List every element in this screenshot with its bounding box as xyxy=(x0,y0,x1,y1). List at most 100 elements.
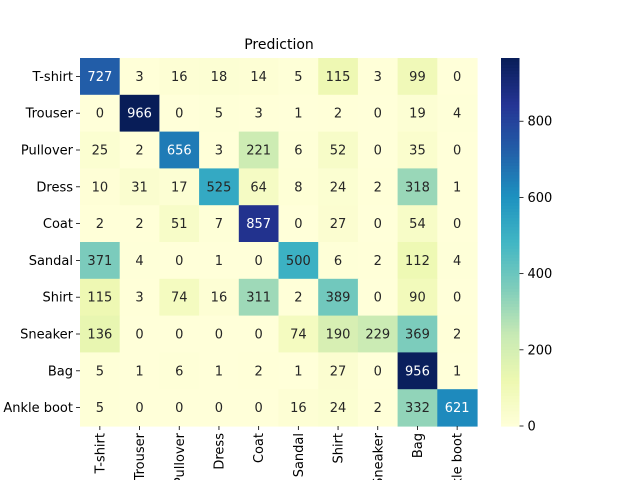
heatmap-cell xyxy=(397,315,438,353)
cell-value-label: 656 xyxy=(167,144,192,159)
heatmap-cell xyxy=(119,315,160,353)
heatmap-cell xyxy=(397,389,438,427)
cell-value-label: 112 xyxy=(405,254,430,269)
colorbar-segment xyxy=(501,392,520,396)
colorbar-segment xyxy=(501,294,520,298)
colorbar-segment xyxy=(501,383,520,387)
colorbar-segment xyxy=(501,373,520,378)
cell-value-label: 229 xyxy=(365,328,390,343)
heatmap-cell xyxy=(318,131,359,169)
colorbar-segment xyxy=(501,254,520,258)
colorbar-segment xyxy=(501,186,520,191)
heatmap-cell xyxy=(318,58,359,96)
cell-value-label: 24 xyxy=(330,401,347,416)
heatmap-cell xyxy=(318,315,359,353)
heatmap-cell xyxy=(119,58,160,96)
cell-value-label: 0 xyxy=(255,328,263,343)
colorbar-segment xyxy=(501,97,520,102)
colorbar-segment xyxy=(501,143,520,148)
heatmap-cell xyxy=(437,131,478,169)
cell-value-label: 25 xyxy=(92,144,109,159)
colorbar-segment xyxy=(501,367,520,372)
column-label: Dress xyxy=(212,433,227,470)
heatmap-cell xyxy=(119,352,160,390)
cell-value-label: 3 xyxy=(215,144,223,159)
cell-value-label: 18 xyxy=(211,70,228,85)
cell-value-label: 3 xyxy=(374,70,382,85)
cell-value-label: 0 xyxy=(215,401,223,416)
heatmap-cell xyxy=(238,389,280,427)
heatmap-cell xyxy=(278,58,319,96)
row-labels: T-shirt Trouser Pullover Dress Coat Sandal Shi… xyxy=(3,70,80,416)
heatmap-cell xyxy=(397,242,438,280)
colorbar-segment xyxy=(501,208,520,212)
row-label: Coat xyxy=(43,217,73,232)
colorbar-segment xyxy=(501,419,520,424)
cell-value-label: 190 xyxy=(326,328,351,343)
colorbar-segment xyxy=(501,107,520,111)
column-label: Shirt xyxy=(332,433,347,464)
cell-value-label: 0 xyxy=(453,291,461,306)
heatmap-cell xyxy=(119,94,160,133)
cell-value-label: 0 xyxy=(374,217,382,232)
heatmap-cell xyxy=(199,315,240,353)
colorbar-segment xyxy=(501,134,520,139)
heatmap-cell xyxy=(437,242,478,280)
heatmap-cell xyxy=(437,58,478,96)
colorbar-segment xyxy=(501,113,520,117)
cell-value-label: 1 xyxy=(215,364,223,379)
heatmap-cell xyxy=(357,389,399,427)
cell-value-label: 0 xyxy=(374,107,382,122)
colorbar-segment xyxy=(501,266,520,271)
heatmap-cell xyxy=(159,168,200,206)
cell-value-label: 14 xyxy=(250,70,267,85)
heatmap-cell xyxy=(318,352,359,390)
chart-title: Prediction xyxy=(244,37,314,53)
heatmap-cell xyxy=(397,94,438,133)
colorbar-segment xyxy=(501,404,520,409)
cell-value-label: 966 xyxy=(127,107,152,122)
heatmap-cell xyxy=(357,242,399,280)
row-label: T-shirt xyxy=(31,70,73,85)
heatmap-cell xyxy=(437,278,478,317)
cell-value-label: 371 xyxy=(87,254,112,269)
heatmap-cell xyxy=(199,389,240,427)
colorbar-segment xyxy=(501,288,520,292)
colorbar-segment xyxy=(501,361,520,366)
heatmap-cell xyxy=(397,205,438,243)
colorbar-segment xyxy=(501,355,520,360)
cell-value-label: 99 xyxy=(409,70,426,85)
column-label: Ankle boot xyxy=(451,433,466,480)
colorbar-segment xyxy=(501,324,520,329)
cell-value-label: 6 xyxy=(175,364,183,379)
cell-value-label: 0 xyxy=(175,328,183,343)
colorbar-segment xyxy=(501,306,520,311)
cell-value-label: 51 xyxy=(171,217,188,232)
cell-value-label: 17 xyxy=(171,180,188,195)
cell-value-label: 2 xyxy=(374,401,382,416)
cell-value-label: 31 xyxy=(131,180,148,195)
cell-value-label: 74 xyxy=(171,291,188,306)
heatmap: 727 3 16 18 14 5 115 3 99 00 966 0 5 3 1 2 0 19 425 2 656 3 22… xyxy=(80,58,478,427)
cell-value-label: 10 xyxy=(92,180,109,195)
heatmap-cell xyxy=(278,94,319,133)
colorbar-segment xyxy=(501,94,520,99)
cell-value-label: 318 xyxy=(405,180,430,195)
cell-value-label: 369 xyxy=(405,328,430,343)
colorbar-segment xyxy=(501,284,520,289)
cell-value-label: 525 xyxy=(207,180,232,195)
colorbar-segment xyxy=(501,263,520,268)
heatmap-cell xyxy=(318,389,359,427)
cell-value-label: 2 xyxy=(255,364,263,379)
heatmap-cell xyxy=(278,389,319,427)
heatmap-cell xyxy=(318,205,359,243)
colorbar-segment xyxy=(501,58,520,62)
colorbar-segment xyxy=(501,376,520,381)
colorbar-segment xyxy=(501,205,520,209)
heatmap-cell xyxy=(159,352,200,390)
heatmap-cell xyxy=(238,242,280,280)
colorbar-segment xyxy=(501,70,520,74)
cell-value-label: 27 xyxy=(330,364,347,379)
cell-value-label: 2 xyxy=(334,107,342,122)
